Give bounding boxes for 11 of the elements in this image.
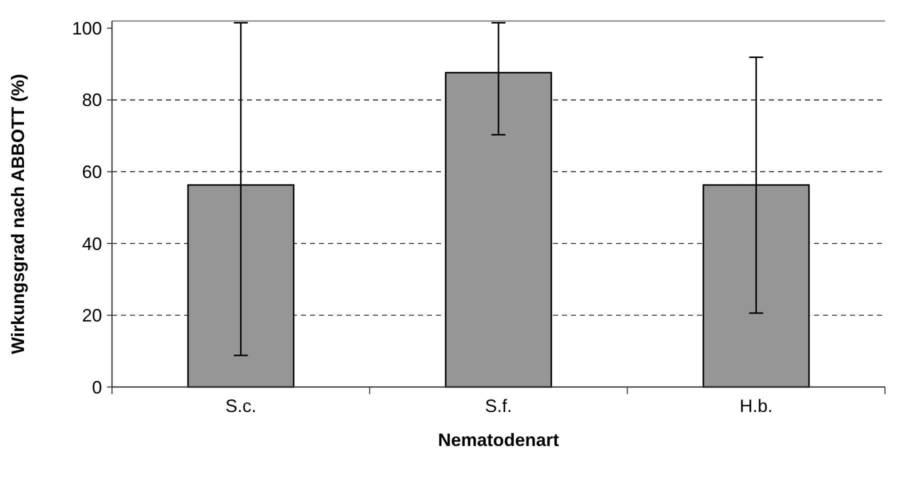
- x-tick-label: H.b.: [740, 396, 773, 416]
- x-tick-label: S.f.: [484, 396, 512, 416]
- x-tick-label: S.c.: [225, 396, 256, 416]
- y-tick-label: 0: [92, 377, 102, 398]
- y-axis-title: Wirkungsgrad nach ABBOTT (%): [8, 74, 28, 354]
- y-tick-label: 60: [82, 162, 102, 182]
- x-axis-title: Nematodenart: [438, 430, 560, 450]
- y-tick-label: 80: [82, 90, 102, 110]
- y-tick-label: 100: [72, 18, 102, 38]
- y-tick-label: 40: [82, 234, 102, 254]
- y-tick-label: 20: [82, 306, 102, 326]
